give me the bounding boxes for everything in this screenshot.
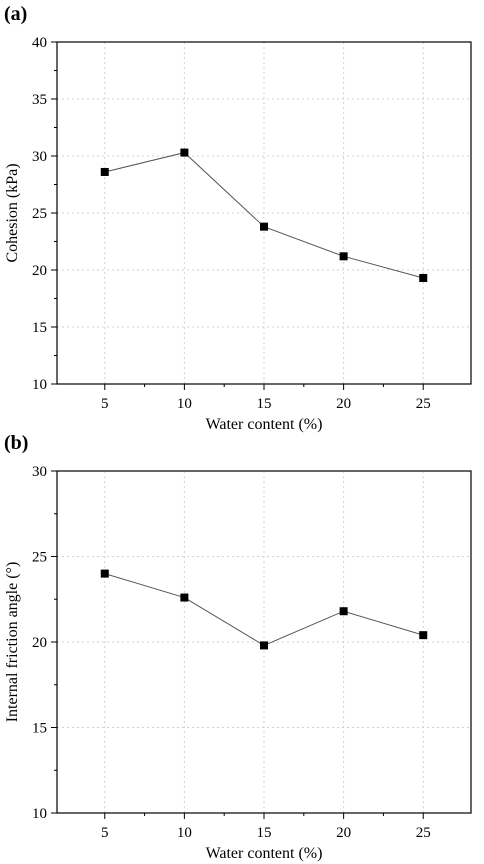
panel-a-y-tick-label: 35	[32, 92, 47, 108]
panel-a-data-point	[180, 148, 189, 157]
panel-b-data-point	[419, 631, 428, 640]
panel-a-y-tick-label: 25	[32, 206, 47, 222]
panel-b-y-tick-label: 20	[32, 635, 47, 651]
panel-b-data-point	[180, 593, 189, 602]
panel-a-y-tick-label: 30	[32, 149, 47, 165]
panel-a-data-point	[260, 222, 268, 231]
panel-b-x-tick-label: 5	[101, 825, 109, 841]
panel-a-x-tick-label: 25	[416, 396, 431, 412]
panel-b-x-tick-label: 10	[177, 825, 192, 841]
panel-b-x-tick-label: 25	[416, 825, 431, 841]
panel-a-data-point	[100, 167, 109, 176]
panel-a-x-tick-label: 15	[257, 396, 272, 412]
panel-b-y-axis-title: Internal friction angle (°)	[4, 562, 21, 723]
panel-b-x-axis-title: Water content (%)	[206, 845, 323, 862]
panel-b-y-tick-label: 15	[32, 721, 47, 737]
panel-a-y-tick-label: 40	[32, 35, 47, 51]
panel-a-x-tick-label: 5	[101, 396, 109, 412]
panel-a-data-point	[339, 252, 348, 261]
panel-a-y-tick-label: 10	[32, 377, 47, 393]
panel-a-x-axis-title: Water content (%)	[206, 416, 323, 433]
panel-a-y-tick-label: 20	[32, 263, 47, 279]
panel-b-x-tick-label: 15	[257, 825, 272, 841]
panel-b-data-point	[339, 607, 348, 616]
panel-b-x-tick-label: 20	[336, 825, 351, 841]
panel-a-x-tick-label: 20	[336, 396, 351, 412]
panel-a-series-line	[104, 152, 424, 279]
panel-b-y-tick-label: 30	[32, 464, 47, 480]
panel-b-series-line	[104, 573, 424, 646]
panel-b-data-point	[260, 641, 268, 650]
panel-a-y-axis-title: Cohesion (kPa)	[4, 163, 21, 262]
panel-a-data-point	[419, 273, 428, 282]
panel-a-y-tick-label: 15	[32, 320, 47, 336]
panel-b-data-point	[100, 569, 109, 578]
panel-b-y-tick-label: 25	[32, 550, 47, 566]
panel-b-y-tick-label: 10	[32, 806, 47, 822]
panel-a-x-tick-label: 10	[177, 396, 192, 412]
panel-b-label: (b)	[4, 432, 28, 454]
panel-a-label: (a)	[4, 3, 27, 25]
